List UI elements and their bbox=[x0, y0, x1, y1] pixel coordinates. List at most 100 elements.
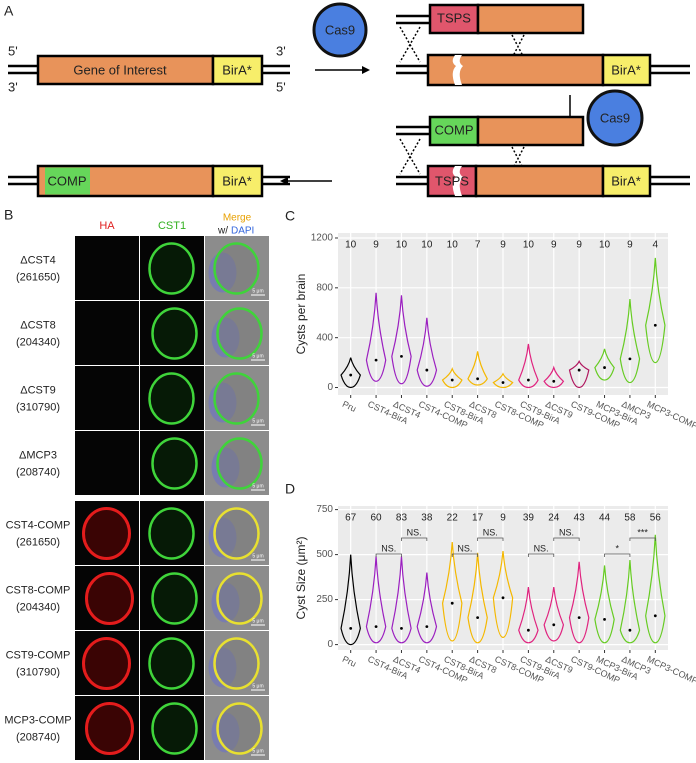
tsps-label: TSPS bbox=[437, 10, 471, 25]
merge-signal bbox=[213, 637, 260, 690]
count-label: 10 bbox=[345, 240, 357, 251]
count-label: 9 bbox=[576, 240, 582, 251]
y-tick-label: 1200 bbox=[311, 233, 334, 244]
image-cell bbox=[75, 431, 139, 495]
cst1-signal bbox=[148, 242, 195, 295]
significance-label: NS. bbox=[534, 543, 549, 553]
ha-signal bbox=[82, 637, 131, 690]
column-header: w/ bbox=[217, 226, 228, 237]
significance-bracket bbox=[401, 537, 428, 541]
panel-a: A Gene of Interest BirA* 5' 3' 3' 5' Cas… bbox=[4, 2, 690, 198]
crossover bbox=[399, 26, 525, 63]
panel-b: B HA CST1 Merge w/ DAPI ΔCST4 (261650) 5 μ… bbox=[4, 207, 269, 760]
panel-label: D bbox=[285, 481, 295, 497]
count-label: 9 bbox=[500, 513, 506, 524]
merge-signal bbox=[213, 372, 260, 425]
bira-label: BirA* bbox=[611, 62, 641, 77]
scale-bar-label: 5 μm bbox=[252, 288, 263, 294]
merge-signal bbox=[213, 242, 260, 295]
significance-bracket bbox=[375, 553, 402, 557]
significance-bracket bbox=[553, 537, 580, 541]
count-label: 10 bbox=[421, 240, 433, 251]
count-label: 43 bbox=[574, 513, 586, 524]
count-label: 10 bbox=[396, 240, 408, 251]
cst1-signal bbox=[151, 702, 198, 755]
merge-signal bbox=[216, 307, 263, 360]
scale-bar-label: 5 μm bbox=[252, 553, 263, 559]
end-label: 5' bbox=[276, 79, 286, 94]
merge-signal bbox=[213, 507, 260, 560]
cut-site bbox=[452, 55, 463, 85]
y-axis-label: Cyst Size (μm²) bbox=[294, 537, 308, 620]
merge-signal bbox=[216, 572, 263, 625]
significance-label: NS. bbox=[559, 527, 574, 537]
ha-signal bbox=[85, 702, 134, 755]
count-label: 10 bbox=[523, 240, 535, 251]
gene-label: Gene of Interest bbox=[73, 62, 167, 77]
merge-signal bbox=[216, 702, 263, 755]
significance-label: NS. bbox=[407, 527, 422, 537]
row-label: (310790) bbox=[16, 401, 60, 413]
violin bbox=[492, 550, 514, 639]
count-label: 9 bbox=[373, 240, 379, 251]
y-tick-label: 0 bbox=[327, 382, 333, 393]
violin bbox=[365, 556, 387, 644]
end-label: 3' bbox=[276, 43, 286, 58]
significance-label: NS. bbox=[457, 543, 472, 553]
y-tick-label: 250 bbox=[316, 594, 333, 605]
significance-bracket bbox=[527, 553, 555, 557]
cas9 bbox=[312, 2, 368, 58]
arrow-head bbox=[362, 66, 370, 74]
median-point bbox=[628, 357, 632, 361]
y-axis-label: Cysts per brain bbox=[294, 274, 308, 355]
cas9-label: Cas9 bbox=[325, 22, 355, 37]
median-point bbox=[400, 627, 403, 630]
median-point bbox=[349, 373, 353, 377]
median-point bbox=[450, 601, 454, 605]
x-tick-label: Pru bbox=[341, 654, 358, 669]
end-label: 3' bbox=[8, 79, 18, 94]
panel-label: A bbox=[4, 3, 14, 19]
count-label: 39 bbox=[523, 513, 535, 524]
count-label: 67 bbox=[345, 513, 357, 524]
median-point bbox=[526, 628, 530, 632]
y-tick-label: 0 bbox=[327, 639, 333, 650]
cut-site bbox=[452, 166, 463, 196]
ha-signal bbox=[82, 507, 131, 560]
violin bbox=[391, 295, 412, 385]
count-label: 44 bbox=[599, 513, 611, 524]
row-label: (261650) bbox=[16, 536, 60, 548]
violin bbox=[340, 554, 361, 646]
scale-bar-label: 5 μm bbox=[252, 483, 263, 489]
gene-box bbox=[476, 3, 585, 35]
violin bbox=[518, 343, 539, 389]
median-point bbox=[552, 379, 556, 383]
count-label: 9 bbox=[627, 240, 633, 251]
row-label: CST4-COMP bbox=[6, 519, 71, 531]
row-label: ΔCST9 bbox=[20, 384, 55, 396]
count-label: 83 bbox=[396, 513, 408, 524]
row-label: (208740) bbox=[16, 466, 60, 478]
scale-bar-label: 5 μm bbox=[252, 748, 263, 754]
count-label: 9 bbox=[500, 240, 506, 251]
violin bbox=[543, 365, 565, 389]
count-label: 7 bbox=[475, 240, 481, 251]
column-header: DAPI bbox=[231, 226, 254, 237]
significance-label: *** bbox=[637, 527, 648, 537]
y-tick-label: 800 bbox=[316, 282, 333, 293]
row-label: ΔCST4 bbox=[20, 254, 55, 266]
violin bbox=[492, 372, 514, 389]
count-label: 60 bbox=[371, 513, 383, 524]
violin bbox=[467, 552, 488, 644]
bira-box bbox=[211, 164, 264, 198]
count-label: 4 bbox=[653, 240, 659, 251]
row-label: (204340) bbox=[16, 336, 60, 348]
row-label: (261650) bbox=[16, 271, 60, 283]
median-point bbox=[476, 616, 480, 619]
x-tick-label: Pru bbox=[341, 399, 358, 414]
count-label: 22 bbox=[447, 513, 459, 524]
scale-bar-label: 5 μm bbox=[252, 683, 263, 689]
cas9-label: Cas9 bbox=[600, 110, 630, 125]
